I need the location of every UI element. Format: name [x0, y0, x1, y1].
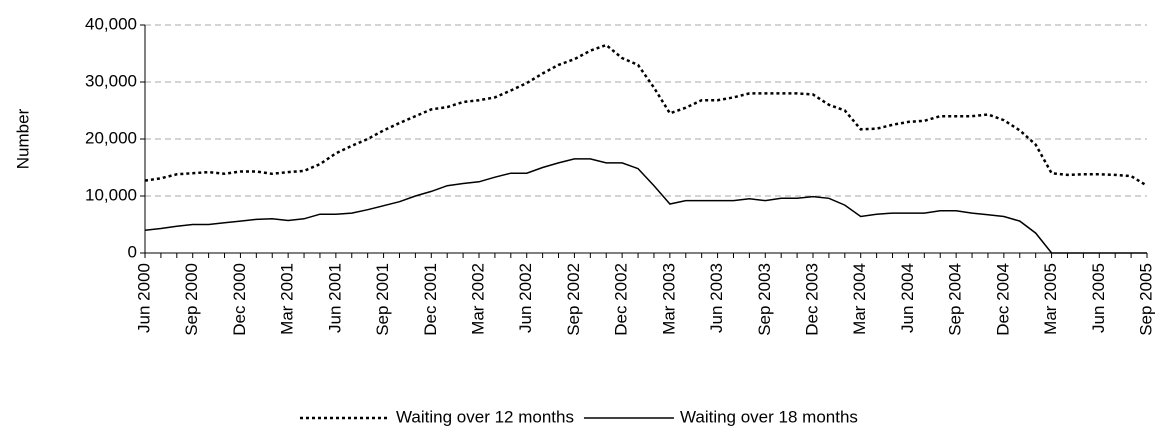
x-tick-label: Mar 2003 [659, 263, 678, 335]
x-tick-label: Mar 2004 [850, 263, 869, 335]
x-tick-label: Jun 2002 [516, 263, 535, 333]
x-tick-label: Jun 2001 [325, 263, 344, 333]
x-tick-label: Dec 2000 [230, 263, 249, 336]
x-tick-label: Mar 2005 [1041, 263, 1060, 335]
line-series [144, 158, 1147, 254]
line-series [144, 43, 1148, 187]
x-tick-label: Jun 2003 [707, 263, 726, 333]
x-tick-label: Jun 2000 [134, 263, 153, 333]
x-tick-label: Mar 2001 [278, 263, 297, 335]
x-tick-label: Jun 2005 [1089, 263, 1108, 333]
x-tick-label: Dec 2002 [612, 263, 631, 336]
x-tick-label: Sep 2002 [564, 263, 583, 336]
x-tick-label: Sep 2004 [946, 263, 965, 336]
x-tick-label: Dec 2001 [421, 263, 440, 336]
x-tick-label: Jun 2004 [898, 263, 917, 333]
x-tick-label: Dec 2004 [993, 263, 1012, 336]
x-tick-label: Sep 2005 [1136, 263, 1155, 336]
x-tick-label: Mar 2002 [468, 263, 487, 335]
y-tick-label: 30,000 [85, 71, 137, 90]
x-tick-label: Sep 2003 [755, 263, 774, 336]
y-tick-label: 0 [128, 242, 137, 261]
legend-label: Waiting over 12 months [396, 407, 574, 426]
x-tick-label: Sep 2001 [373, 263, 392, 336]
x-tick-label: Dec 2003 [802, 263, 821, 336]
y-tick-label: 20,000 [85, 128, 137, 147]
y-axis-label: Number [13, 108, 32, 169]
x-tick-label: Sep 2000 [182, 263, 201, 336]
y-tick-label: 10,000 [85, 185, 137, 204]
legend-label: Waiting over 18 months [680, 407, 858, 426]
y-tick-label: 40,000 [85, 14, 137, 33]
